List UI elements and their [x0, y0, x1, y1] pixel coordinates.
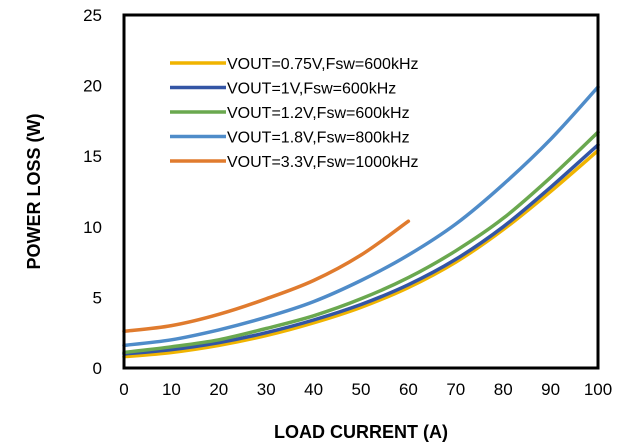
- x-tick-label: 50: [352, 380, 371, 399]
- plot-frame: [122, 13, 600, 370]
- x-tick-label: 60: [399, 380, 418, 399]
- x-tick-label: 80: [494, 380, 513, 399]
- y-axis-title: POWER LOSS (W): [24, 114, 44, 270]
- x-axis-title: LOAD CURRENT (A): [274, 422, 448, 442]
- legend-label: VOUT=1.2V,Fsw=600kHz: [227, 105, 410, 122]
- series-line-4: [122, 85, 600, 348]
- x-tick-label: 0: [119, 380, 128, 399]
- y-axis-ticks: 0 5 10 15 20 25: [83, 6, 102, 378]
- y-tick-label: 0: [93, 359, 102, 378]
- y-tick-label: 20: [83, 77, 102, 96]
- y-tick-label: 5: [93, 288, 102, 307]
- legend-label: VOUT=1V,Fsw=600kHz: [227, 81, 396, 98]
- x-axis-ticks: 0 10 20 30 40 50 60 70 80 90 100: [119, 380, 612, 399]
- legend: VOUT=0.75V,Fsw=600kHz VOUT=1V,Fsw=600kHz V…: [170, 56, 419, 171]
- y-tick-label: 10: [83, 218, 102, 237]
- x-tick-label: 30: [257, 380, 276, 399]
- series-lines: [122, 85, 600, 359]
- series-line-2: [122, 143, 600, 356]
- x-tick-label: 90: [541, 380, 560, 399]
- y-tick-label: 15: [83, 147, 102, 166]
- series-line-3: [122, 130, 600, 355]
- x-tick-label: 20: [209, 380, 228, 399]
- y-tick-label: 25: [83, 6, 102, 25]
- series-line-5: [122, 219, 411, 334]
- legend-label: VOUT=0.75V,Fsw=600kHz: [227, 56, 419, 73]
- x-tick-label: 70: [446, 380, 465, 399]
- x-tick-label: 10: [162, 380, 181, 399]
- x-tick-label: 40: [304, 380, 323, 399]
- series-line-1: [122, 148, 600, 359]
- legend-label: VOUT=3.3V,Fsw=1000kHz: [227, 154, 419, 171]
- x-tick-label: 100: [584, 380, 612, 399]
- legend-label: VOUT=1.8V,Fsw=800kHz: [227, 130, 410, 147]
